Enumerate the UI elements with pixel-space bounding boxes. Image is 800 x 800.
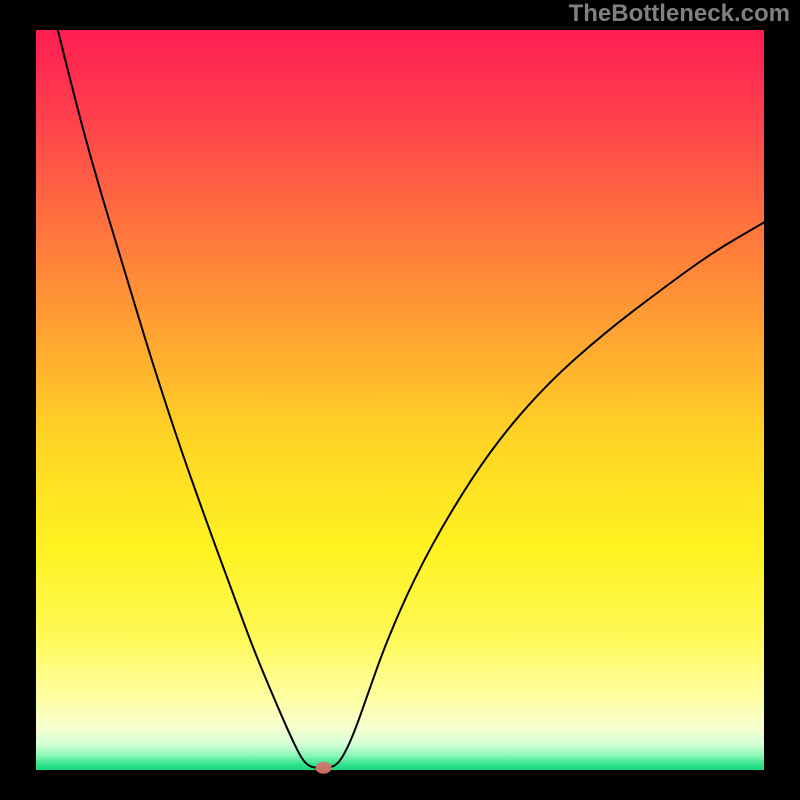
gradient-background bbox=[36, 30, 764, 770]
bottleneck-chart bbox=[0, 0, 800, 800]
outer-frame: TheBottleneck.com bbox=[0, 0, 800, 800]
watermark-text: TheBottleneck.com bbox=[569, 0, 790, 28]
optimum-marker bbox=[316, 762, 332, 774]
